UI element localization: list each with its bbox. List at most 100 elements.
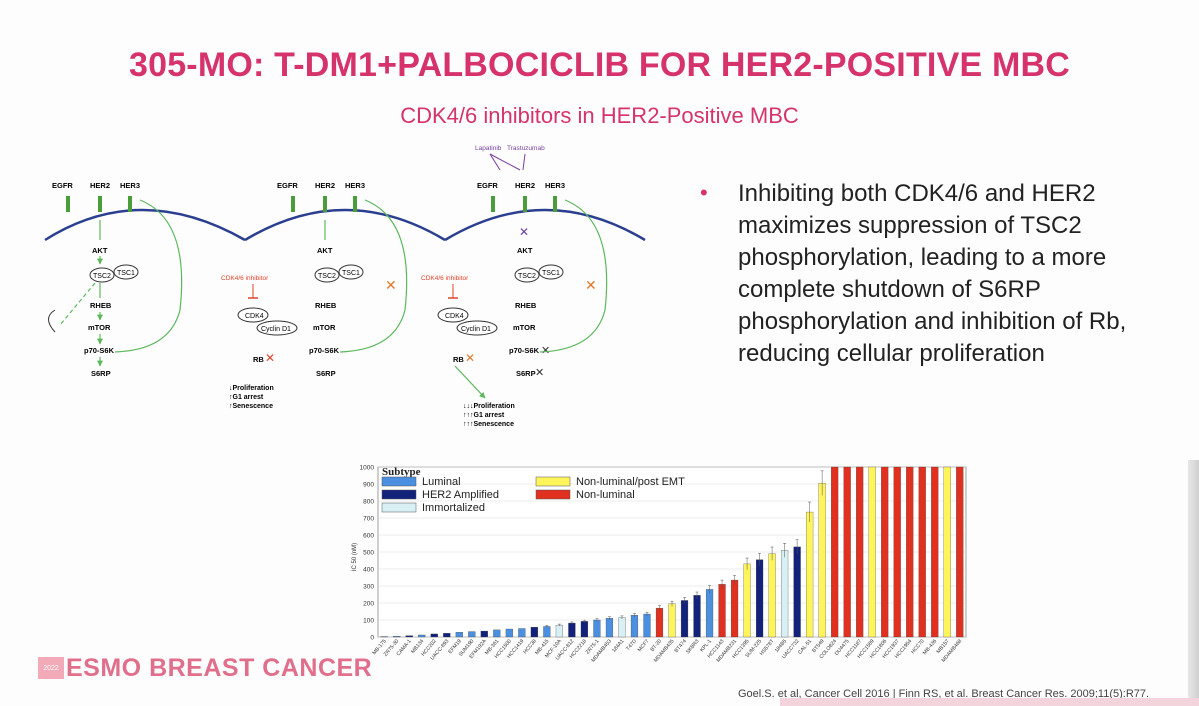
bar: [680, 600, 689, 638]
cdk-inhibitor-label: CDK4/6 inhibitor: [421, 275, 469, 282]
bar: [418, 634, 426, 638]
node-label: TSC1: [542, 270, 560, 277]
bar: [705, 589, 714, 638]
bar: [856, 466, 864, 638]
legend-swatch: [381, 476, 417, 487]
receptor-label: HER3: [120, 181, 140, 190]
bar: [455, 632, 463, 638]
outcome-line: ↑↑↑Senescence: [463, 421, 514, 428]
slide-subtitle: CDK4/6 inhibitors in HER2-Positive MBC: [400, 103, 799, 128]
bar: [906, 466, 914, 638]
pathway-panel-2: EGFR HER2 HER3 AKT TSC2 TSC1 RHEB mTOR p…: [221, 181, 446, 410]
bar: [918, 466, 926, 638]
node-label: RHEB: [90, 301, 112, 310]
x-tick-label: SKBR3: [685, 638, 701, 655]
node-label: p70-S6K: [309, 346, 340, 355]
bar: [843, 466, 851, 638]
receptor-label: HER2: [90, 181, 110, 190]
node-label: CDK4: [445, 313, 464, 320]
bar: [730, 579, 739, 638]
bar: [380, 636, 388, 638]
right-edge-panel: [1188, 460, 1199, 700]
bar: [668, 603, 676, 638]
node-label: TSC2: [93, 273, 111, 280]
bar: [768, 553, 776, 638]
y-tick-label: 400: [363, 567, 374, 574]
node-label: RB: [253, 355, 264, 364]
bar: [468, 631, 476, 638]
y-tick-label: 1000: [360, 465, 375, 472]
y-axis-ticks: 0 100 200 300 400 500 600 700 800 900 1000: [360, 465, 375, 642]
bar: [655, 607, 664, 638]
bar: [518, 628, 526, 638]
receptor-label: HER3: [345, 181, 365, 190]
y-tick-label: 600: [363, 533, 374, 540]
receptor-label: HER2: [315, 181, 335, 190]
node-label: TSC2: [318, 273, 336, 280]
receptor-label: HER3: [545, 181, 565, 190]
legend-title: Subtype: [382, 466, 421, 478]
cdk-inhibitor-label: CDK4/6 inhibitor: [221, 275, 269, 282]
drug-label: Lapatinib: [475, 145, 502, 152]
bar: [555, 624, 563, 638]
node-label: RB: [453, 355, 464, 364]
outcome-line: ↓Proliferation: [229, 385, 274, 392]
legend-label: Non-luminal/post EMT: [576, 476, 685, 488]
bar: [806, 511, 814, 638]
x-axis-labels: MB-175ZR75-30CAMA-1MB134HCC202UACC-893EF…: [372, 638, 964, 664]
node-label: TSC1: [342, 270, 360, 277]
receptor-label: EGFR: [477, 181, 498, 190]
node-label: TSC2: [518, 273, 536, 280]
pathway-panel-1: EGFR HER2 HER3 AKT TSC2 TSC1 RHEB mTOR p…: [44, 181, 246, 378]
bar: [530, 626, 538, 638]
y-axis-label: IC 50 (nM): [352, 543, 358, 571]
legend-label: Immortalized: [422, 502, 485, 514]
node-label: S6RP: [91, 369, 111, 378]
pathway-panel-3: Lapatinib Trastuzumab EGFR HER2 HER3 ✕ A…: [421, 145, 646, 428]
receptor-label: EGFR: [52, 181, 73, 190]
bar: [743, 563, 751, 638]
bar: [643, 613, 651, 638]
outcome-line: ↑↑↑G1 arrest: [463, 412, 505, 419]
outcome-line: ↑G1 arrest: [229, 394, 264, 401]
bullet-text: Inhibiting both CDK4/6 and HER2 maximize…: [738, 180, 1127, 367]
bar: [868, 466, 876, 638]
bar: [593, 619, 601, 638]
pathway-diagrams: EGFR HER2 HER3 AKT TSC2 TSC1 RHEB mTOR p…: [44, 145, 646, 428]
bar: [580, 621, 589, 638]
node-label: S6RP: [316, 369, 336, 378]
y-tick-label: 500: [363, 550, 374, 557]
cross-mark: ✕: [265, 351, 275, 365]
node-label: RHEB: [315, 301, 337, 310]
bar: [430, 633, 438, 638]
legend-label: Luminal: [422, 476, 461, 488]
bar: [881, 466, 889, 638]
x-tick-label: HS578T: [759, 638, 776, 657]
bar: [755, 559, 764, 638]
receptor-label: EGFR: [277, 181, 298, 190]
bar: [393, 635, 401, 638]
chart-bars: [380, 466, 964, 638]
node-label: Cyclin D1: [461, 326, 491, 333]
y-tick-label: 0: [370, 635, 374, 642]
esmo-logo: 2022 ESMO BREAST CANCER: [38, 654, 372, 682]
bar: [818, 482, 826, 638]
bar: [718, 584, 726, 638]
bar: [605, 618, 614, 638]
bar: [943, 466, 951, 638]
outcome-line: ↓↓↓Proliferation: [463, 403, 515, 410]
node-label: RHEB: [515, 301, 537, 310]
legend-swatch: [381, 489, 417, 500]
node-label: AKT: [517, 246, 533, 255]
y-tick-label: 800: [363, 499, 374, 506]
node-label: TSC1: [117, 270, 135, 277]
node-label: p70-S6K: [84, 346, 115, 355]
bar: [443, 633, 451, 638]
node-label: p70-S6K: [509, 346, 540, 355]
bar: [480, 630, 488, 638]
bar: [781, 550, 789, 638]
x-tick-label: 184A1: [611, 638, 625, 653]
bar: [543, 626, 551, 638]
node-label: CDK4: [245, 313, 264, 320]
